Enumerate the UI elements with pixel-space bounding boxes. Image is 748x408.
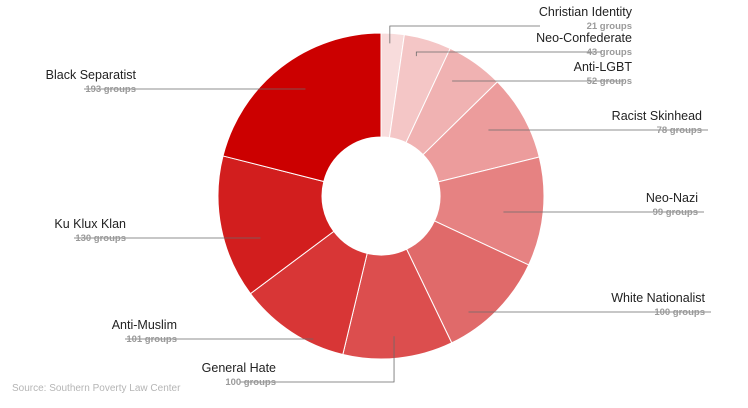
value-anti-lgbt: 52 groups (587, 76, 632, 87)
label-general-hate: General Hate (202, 361, 276, 375)
leader-general-hate (240, 336, 395, 383)
label-black-separatist: Black Separatist (46, 68, 137, 82)
value-general-hate: 100 groups (225, 377, 276, 388)
value-white-nationalist: 100 groups (654, 307, 705, 318)
slice-ku-klux-klan (217, 155, 335, 295)
label-neo-nazi: Neo-Nazi (646, 191, 698, 205)
donut-slices (217, 32, 545, 360)
label-ku-klux-klan: Ku Klux Klan (54, 217, 126, 231)
leader-neo-confederate (415, 51, 602, 57)
value-ku-klux-klan: 130 groups (75, 233, 126, 244)
label-anti-lgbt: Anti-LGBT (574, 60, 633, 74)
label-anti-muslim: Anti-Muslim (112, 318, 177, 332)
slice-black-separatist (222, 32, 382, 183)
slice-labels: Christian Identity 21 groupsNeo-Confedera… (46, 5, 706, 388)
label-christian-identity: Christian Identity (539, 5, 633, 19)
source-note: Source: Southern Poverty Law Center (12, 383, 181, 394)
label-neo-confederate: Neo-Confederate (536, 31, 632, 45)
value-neo-confederate: 43 groups (587, 47, 632, 58)
value-anti-muslim: 101 groups (126, 334, 177, 345)
value-black-separatist: 193 groups (85, 84, 136, 95)
value-racist-skinhead: 78 groups (657, 125, 702, 136)
label-white-nationalist: White Nationalist (611, 291, 705, 305)
leader-christian-identity (389, 25, 540, 44)
value-christian-identity: 21 groups (587, 21, 632, 32)
leader-lines (74, 25, 711, 383)
value-neo-nazi: 99 groups (653, 207, 698, 218)
label-racist-skinhead: Racist Skinhead (612, 109, 702, 123)
